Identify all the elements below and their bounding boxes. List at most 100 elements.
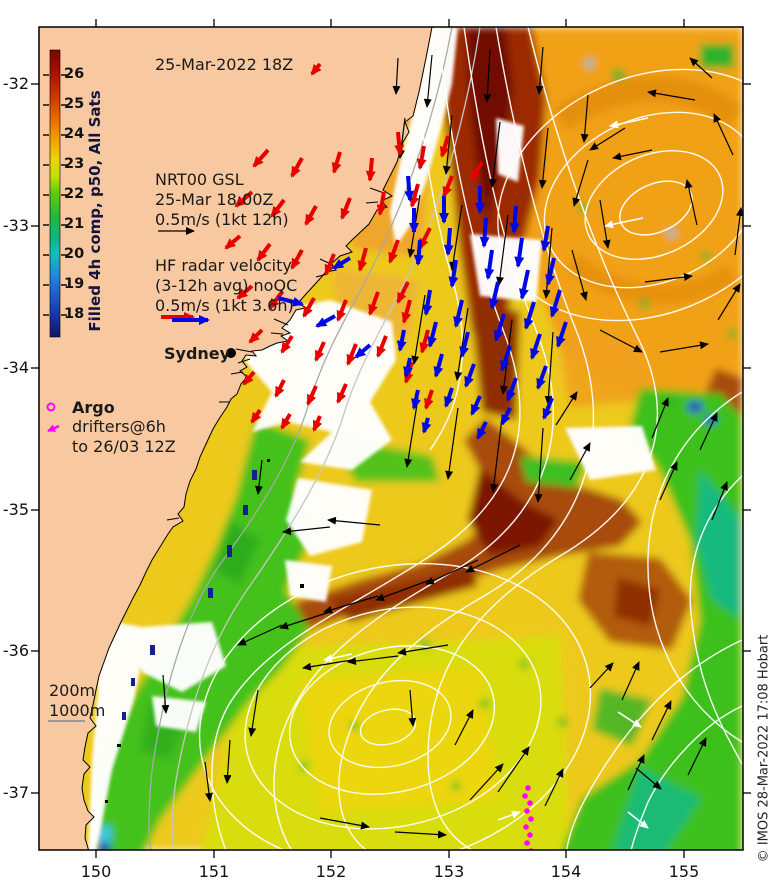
sydney-city-label: Sydney: [164, 344, 231, 363]
x-tick-label: 153: [433, 862, 465, 881]
hf-vector-red: [357, 247, 368, 272]
current-arrow: [621, 661, 640, 701]
colorbar: [43, 49, 67, 338]
hf-vector-blue: [500, 345, 512, 372]
argo-legend-line2: drifters@6h: [72, 417, 166, 436]
hf-vector-blue: [479, 217, 490, 248]
current-arrow: [445, 407, 459, 480]
hf-vector-blue: [530, 333, 542, 360]
current-arrow: [589, 127, 626, 151]
current-arrow: [711, 481, 728, 521]
current-arrow: [651, 700, 672, 741]
current-arrow: [699, 412, 718, 451]
current-arrow-white: [304, 404, 326, 423]
hf-legend-line2: (3-12h avg) noQC: [155, 276, 298, 295]
drifter-point: [527, 800, 533, 806]
hf-vector-red: [242, 370, 256, 386]
hf-vector-red: [234, 190, 254, 208]
current-arrow: [375, 579, 431, 601]
y-tick-label: -32: [2, 74, 29, 93]
current-arrow: [442, 114, 453, 175]
current-arrow-white: [627, 811, 649, 829]
hf-vector-red: [252, 148, 270, 168]
hf-vector-blue: [464, 363, 476, 388]
axis-ticks: [31, 19, 751, 858]
current-arrow: [454, 307, 469, 381]
drifter-point: [522, 793, 528, 799]
current-arrow-white: [604, 217, 644, 229]
hf-vector-red: [419, 329, 430, 354]
geostrophic-current-arrows: [161, 46, 743, 839]
hf-vector-blue: [556, 321, 568, 348]
argo-drifter-track: [522, 785, 534, 850]
hf-vector-red: [409, 183, 420, 208]
hf-vector-blue: [396, 329, 407, 352]
current-arrow: [319, 817, 370, 830]
hf-vector-red: [280, 334, 294, 354]
current-arrow: [651, 397, 669, 439]
colorbar-tick-label: 26: [64, 66, 85, 82]
hf-vector-red: [365, 157, 376, 182]
current-arrow: [572, 159, 589, 207]
current-arrow: [497, 746, 530, 793]
current-arrow: [538, 127, 549, 189]
hf-vector-red: [304, 205, 318, 226]
current-arrow: [635, 767, 662, 790]
hf-vector-red: [290, 249, 304, 270]
argo-drifter-symbol: [47, 424, 60, 433]
hf-vector-blue: [470, 395, 482, 416]
current-arrow: [248, 689, 259, 737]
argo-legend-line3: to 26/03 12Z: [72, 437, 176, 456]
drifter-point: [525, 785, 531, 791]
hf-vector-red: [394, 131, 405, 156]
hf-vector-red: [401, 299, 412, 324]
current-arrow: [544, 331, 554, 405]
y-tick-label: -36: [2, 641, 29, 660]
hf-vector-blue: [448, 259, 459, 288]
x-tick-label: 152: [315, 862, 347, 881]
hf-vector-blue: [500, 407, 512, 426]
y-tick-label: -34: [2, 358, 29, 377]
colorbar-tick-label: 25: [64, 96, 85, 112]
hf-vector-blue: [545, 257, 556, 286]
current-arrow: [423, 54, 433, 108]
current-arrow: [599, 199, 611, 249]
hf-vector-blue: [443, 227, 454, 256]
hf-radar-vectors-blue: [277, 175, 568, 440]
map-title: 25-Mar-2022 18Z: [155, 55, 294, 74]
hf-vector-blue: [421, 417, 432, 434]
hf-vector-blue: [542, 397, 554, 420]
current-arrow: [237, 624, 283, 646]
hf-vector-blue: [332, 256, 352, 270]
current-arrow: [465, 544, 521, 573]
land-coastline: [39, 27, 433, 850]
hf-vector-red: [470, 161, 484, 182]
hf-vector-blue: [493, 313, 506, 342]
current-arrow-white: [609, 117, 649, 129]
hf-vector-red: [442, 175, 454, 198]
current-arrow: [397, 644, 449, 656]
colorbar-tick-label: 23: [64, 156, 85, 172]
hf-vector-blue: [277, 296, 304, 307]
hf-vector-red: [224, 234, 242, 250]
x-tick-label: 155: [668, 862, 700, 881]
isobath-label-200m: 200m: [49, 681, 96, 700]
current-arrow: [569, 442, 591, 481]
hf-vector-blue: [476, 421, 488, 440]
current-arrow: [204, 761, 213, 802]
hf-vector-red: [336, 383, 348, 404]
y-tick-label: -33: [2, 216, 29, 235]
hf-vector-blue: [506, 377, 518, 402]
current-arrow: [689, 57, 713, 79]
current-arrow: [542, 227, 553, 299]
hf-vector-red: [376, 191, 387, 216]
drifter-point: [528, 816, 534, 822]
hf-vector-blue: [433, 353, 444, 378]
plot-frame: [38, 26, 744, 851]
argo-float-symbol: [46, 402, 56, 412]
hf-vector-blue: [523, 301, 536, 330]
current-arrow: [734, 207, 743, 256]
current-arrow: [408, 689, 417, 727]
current-arrow: [454, 709, 474, 746]
